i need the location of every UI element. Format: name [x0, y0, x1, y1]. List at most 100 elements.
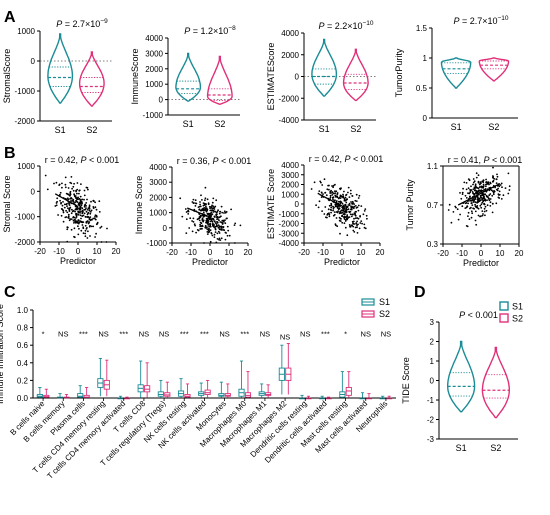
box-s2	[386, 395, 393, 400]
scatter-point	[496, 189, 499, 192]
scatter-point	[492, 193, 495, 196]
scatter-point	[363, 210, 366, 212]
x-tick-label: -20	[298, 248, 310, 257]
r-value: r = 0.42,	[45, 155, 81, 165]
scatter-point	[76, 201, 79, 204]
y-tick-label: -3000	[279, 229, 300, 238]
p-label: P	[459, 310, 465, 320]
violin-s2	[481, 346, 510, 419]
scatter-point	[352, 225, 355, 228]
scatter-point	[338, 219, 341, 222]
scatter-point	[226, 225, 229, 228]
scatter-point	[201, 225, 204, 228]
y-tick-label: -1	[427, 396, 435, 405]
correlation-annotation: r = 0.42, P < 0.001	[309, 154, 384, 164]
scatter-point	[359, 222, 362, 224]
scatter-point	[339, 200, 342, 203]
scatter-point	[341, 211, 344, 214]
p-value: = 2.2×10	[324, 21, 362, 31]
scatter-point	[467, 187, 470, 190]
scatter-point	[84, 224, 87, 227]
scatter-point	[209, 240, 212, 243]
scatter-point	[80, 210, 82, 213]
scatter-point	[201, 219, 204, 222]
violin-s2	[206, 55, 233, 105]
violin-s2	[478, 57, 510, 82]
scatter-point	[358, 194, 361, 197]
scatter-point	[70, 200, 72, 202]
p-value: < 0.001	[490, 155, 523, 165]
x-tick-label: -10	[456, 249, 468, 258]
scatter-point	[68, 208, 71, 211]
panel-letter-c: C	[4, 284, 16, 301]
scatter-point	[221, 229, 223, 231]
scatter-point	[507, 172, 510, 175]
scatter-point	[86, 237, 89, 239]
scatter-point	[356, 217, 359, 219]
y-tick-label: 0	[295, 200, 300, 209]
scatter-point	[216, 216, 219, 219]
scatter-point	[473, 207, 475, 210]
violin-s1	[440, 57, 472, 89]
scatter-point	[60, 201, 62, 204]
scatter-point	[206, 222, 209, 224]
scatter-point	[212, 211, 215, 213]
correlation-annotation: r = 0.41, P < 0.001	[448, 155, 523, 165]
x-tick-label: S2	[490, 443, 501, 453]
scatter-point	[218, 238, 220, 241]
box-s1	[319, 395, 326, 400]
scatter-point	[353, 231, 356, 233]
scatter-point	[363, 226, 366, 229]
scatter-point	[448, 203, 451, 206]
scatter-point	[218, 212, 221, 215]
box-s2	[305, 395, 312, 400]
scatter-point	[495, 182, 498, 185]
r-value: r = 0.41,	[448, 155, 484, 165]
scatter-point	[213, 226, 216, 229]
scatter-point	[85, 207, 87, 210]
scatter-point	[53, 182, 55, 185]
y-tick-label: -1000	[15, 213, 36, 222]
y-axis-label: TIDE Score	[401, 357, 411, 404]
y-tick-label: -2000	[15, 117, 36, 126]
y-tick-label: 0.2	[17, 376, 29, 385]
scatter-point	[477, 174, 480, 177]
scatter-point	[92, 225, 95, 228]
scatter-point	[201, 227, 203, 230]
x-tick-label: 0	[479, 249, 484, 258]
scatter-point	[467, 215, 469, 218]
box-s1	[77, 385, 84, 398]
scatter-point	[345, 211, 348, 213]
scatter-point	[351, 213, 354, 216]
scatter-point	[221, 219, 224, 222]
scatter-point	[475, 191, 477, 194]
scatter-point	[84, 203, 87, 206]
scatter-point	[81, 215, 84, 217]
scatter-point	[491, 194, 494, 197]
scatter-point	[324, 206, 327, 208]
scatter-point	[500, 182, 503, 185]
legend-label-s1: S1	[379, 297, 390, 307]
scatter-point	[200, 194, 202, 197]
scatter-point	[82, 226, 85, 229]
p-label: P	[212, 156, 218, 166]
x-tick-label: 20	[112, 247, 121, 256]
scatter-point	[465, 182, 468, 184]
scatter-point	[68, 203, 70, 205]
scatter-point	[466, 205, 469, 208]
scatter-point	[459, 192, 461, 194]
scatter-point	[332, 186, 334, 189]
x-tick-label: 10	[225, 248, 234, 257]
scatter-point	[471, 212, 474, 215]
y-tick-label: 3000	[281, 171, 299, 180]
scatter-point	[479, 190, 482, 193]
scatter-point	[474, 210, 477, 213]
scatter-point	[85, 202, 88, 204]
scatter-point	[73, 222, 75, 224]
scatter-point	[214, 231, 217, 234]
scatter-point	[466, 225, 469, 228]
scatter-point	[87, 188, 89, 191]
scatter-point	[59, 191, 62, 194]
